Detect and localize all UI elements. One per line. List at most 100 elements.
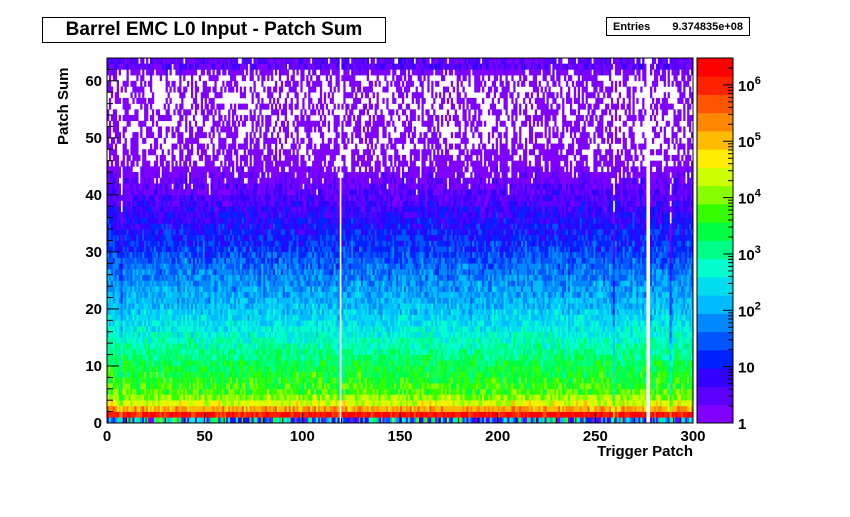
heatmap-cell	[167, 269, 170, 276]
heatmap-cell	[259, 177, 262, 184]
heatmap-cell	[233, 109, 237, 116]
heatmap-cell	[278, 234, 282, 241]
heatmap-cell	[200, 183, 204, 190]
heatmap-cell	[140, 331, 143, 338]
heatmap-cell	[196, 172, 200, 179]
heatmap-cell	[179, 80, 182, 87]
heatmap-cell	[232, 246, 235, 253]
heatmap-cell	[157, 63, 161, 70]
heatmap-cell	[175, 343, 178, 350]
heatmap-cell	[138, 263, 141, 270]
heatmap-cell	[132, 308, 135, 315]
heatmap-cell	[148, 240, 151, 247]
heatmap-cell	[181, 286, 184, 293]
heatmap-cell	[108, 354, 112, 361]
heatmap-cell	[148, 377, 151, 384]
heatmap-cell	[167, 291, 170, 298]
heatmap-cell	[173, 189, 176, 196]
heatmap-cell	[251, 377, 254, 384]
heatmap-cell	[128, 177, 131, 184]
heatmap-cell	[108, 274, 112, 281]
heatmap-cell	[241, 365, 245, 372]
heatmap-cell	[284, 400, 287, 407]
heatmap-cell	[132, 183, 135, 190]
heatmap-cell	[237, 354, 241, 361]
heatmap-cell	[263, 263, 266, 270]
heatmap-cell	[194, 326, 198, 333]
heatmap-cell	[245, 365, 248, 372]
heatmap-cell	[108, 326, 112, 333]
heatmap-cell	[218, 400, 221, 407]
heatmap-cell	[173, 308, 176, 315]
heatmap-cell	[269, 69, 272, 76]
heatmap-cell	[124, 86, 127, 93]
heatmap-cell	[189, 331, 192, 338]
heatmap-cell	[140, 360, 143, 367]
heatmap-cell	[192, 97, 196, 104]
heatmap-cell	[196, 149, 200, 156]
heatmap-cell	[208, 251, 211, 258]
heatmap-cell	[157, 308, 161, 315]
heatmap-cell	[140, 297, 143, 304]
heatmap-cell	[149, 69, 153, 76]
heatmap-cell	[192, 223, 196, 230]
heatmap-cell	[218, 183, 221, 190]
heatmap-cell	[142, 297, 145, 304]
heatmap-cell	[130, 211, 133, 218]
heatmap-cell	[243, 411, 246, 418]
heatmap-cell	[274, 109, 278, 116]
heatmap-cell	[192, 405, 196, 412]
heatmap-cell	[245, 234, 248, 241]
heatmap-cell	[228, 354, 231, 361]
heatmap-cell	[202, 308, 205, 315]
heatmap-cell	[144, 354, 147, 361]
heatmap-cell	[161, 411, 164, 418]
heatmap-cell	[190, 388, 194, 395]
heatmap-cell	[220, 234, 223, 241]
heatmap-cell	[165, 229, 168, 236]
heatmap-cell	[257, 194, 260, 201]
heatmap-cell	[169, 291, 172, 298]
heatmap-cell	[126, 360, 129, 367]
heatmap-cell	[276, 337, 280, 344]
heatmap-cell	[210, 405, 213, 412]
heatmap-cell	[220, 360, 223, 367]
heatmap-cell	[161, 274, 164, 281]
heatmap-cell	[183, 343, 186, 350]
heatmap-cell	[261, 223, 264, 230]
heatmap-cell	[194, 223, 198, 230]
heatmap-cell	[271, 183, 274, 190]
heatmap-cell	[179, 297, 182, 304]
heatmap-cell	[181, 183, 184, 190]
heatmap-cell	[253, 286, 256, 293]
heatmap-cell	[247, 229, 250, 236]
heatmap-cell	[179, 120, 182, 127]
heatmap-cell	[189, 200, 192, 207]
heatmap-cell	[120, 297, 123, 304]
heatmap-cell	[159, 240, 162, 247]
heatmap-cell	[107, 297, 110, 304]
heatmap-cell	[218, 257, 221, 264]
heatmap-cell	[232, 109, 235, 116]
heatmap-cell	[142, 229, 145, 236]
heatmap-cell	[157, 274, 161, 281]
heatmap-cell	[177, 240, 180, 247]
heatmap-cell	[232, 58, 235, 64]
heatmap-cell	[230, 308, 233, 315]
heatmap-cell	[124, 365, 127, 372]
heatmap-cell	[183, 291, 186, 298]
heatmap-cell	[148, 326, 151, 333]
heatmap-cell	[128, 189, 131, 196]
heatmap-cell	[130, 257, 133, 264]
heatmap-cell	[200, 286, 204, 293]
heatmap-cell	[271, 234, 274, 241]
heatmap-cell	[249, 291, 252, 298]
heatmap-cell	[280, 371, 284, 378]
heatmap-cell	[198, 154, 202, 161]
heatmap-cell	[116, 320, 120, 327]
heatmap-cell	[189, 154, 192, 161]
heatmap-cell	[214, 189, 217, 196]
heatmap-cell	[214, 223, 217, 230]
heatmap-cell	[249, 251, 252, 258]
heatmap-cell	[136, 400, 139, 407]
